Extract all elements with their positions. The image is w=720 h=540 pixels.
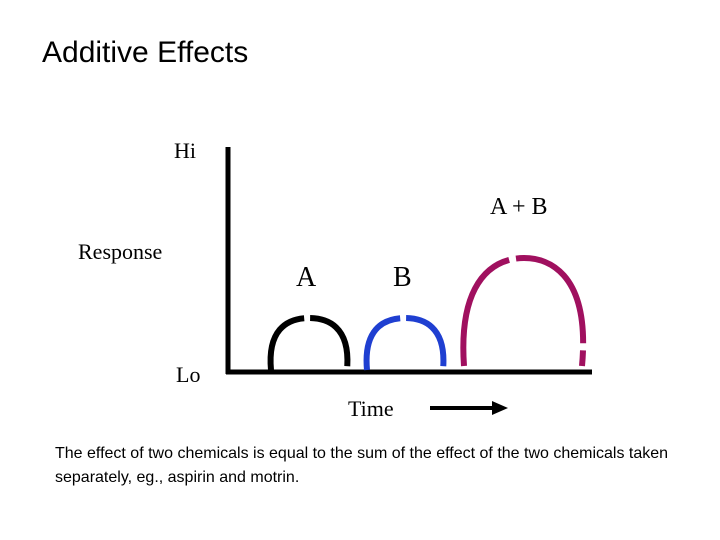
curve-a-plus-b [460,254,587,367]
x-axis-label: Time [348,396,394,421]
y-axis-label: Response [78,239,163,264]
curve-b-label: B [393,262,412,293]
slide-title: Additive Effects [42,36,249,69]
curve-a [267,314,351,371]
curve-b [363,314,447,371]
time-arrow-head [492,401,508,415]
curve-a-label: A [296,262,317,293]
caption-text: The effect of two chemicals is equal to … [55,445,669,486]
curve-ab-label: A + B [490,194,548,220]
y-axis-hi-label: Hi [174,138,196,163]
y-axis-lo-label: Lo [176,362,201,387]
